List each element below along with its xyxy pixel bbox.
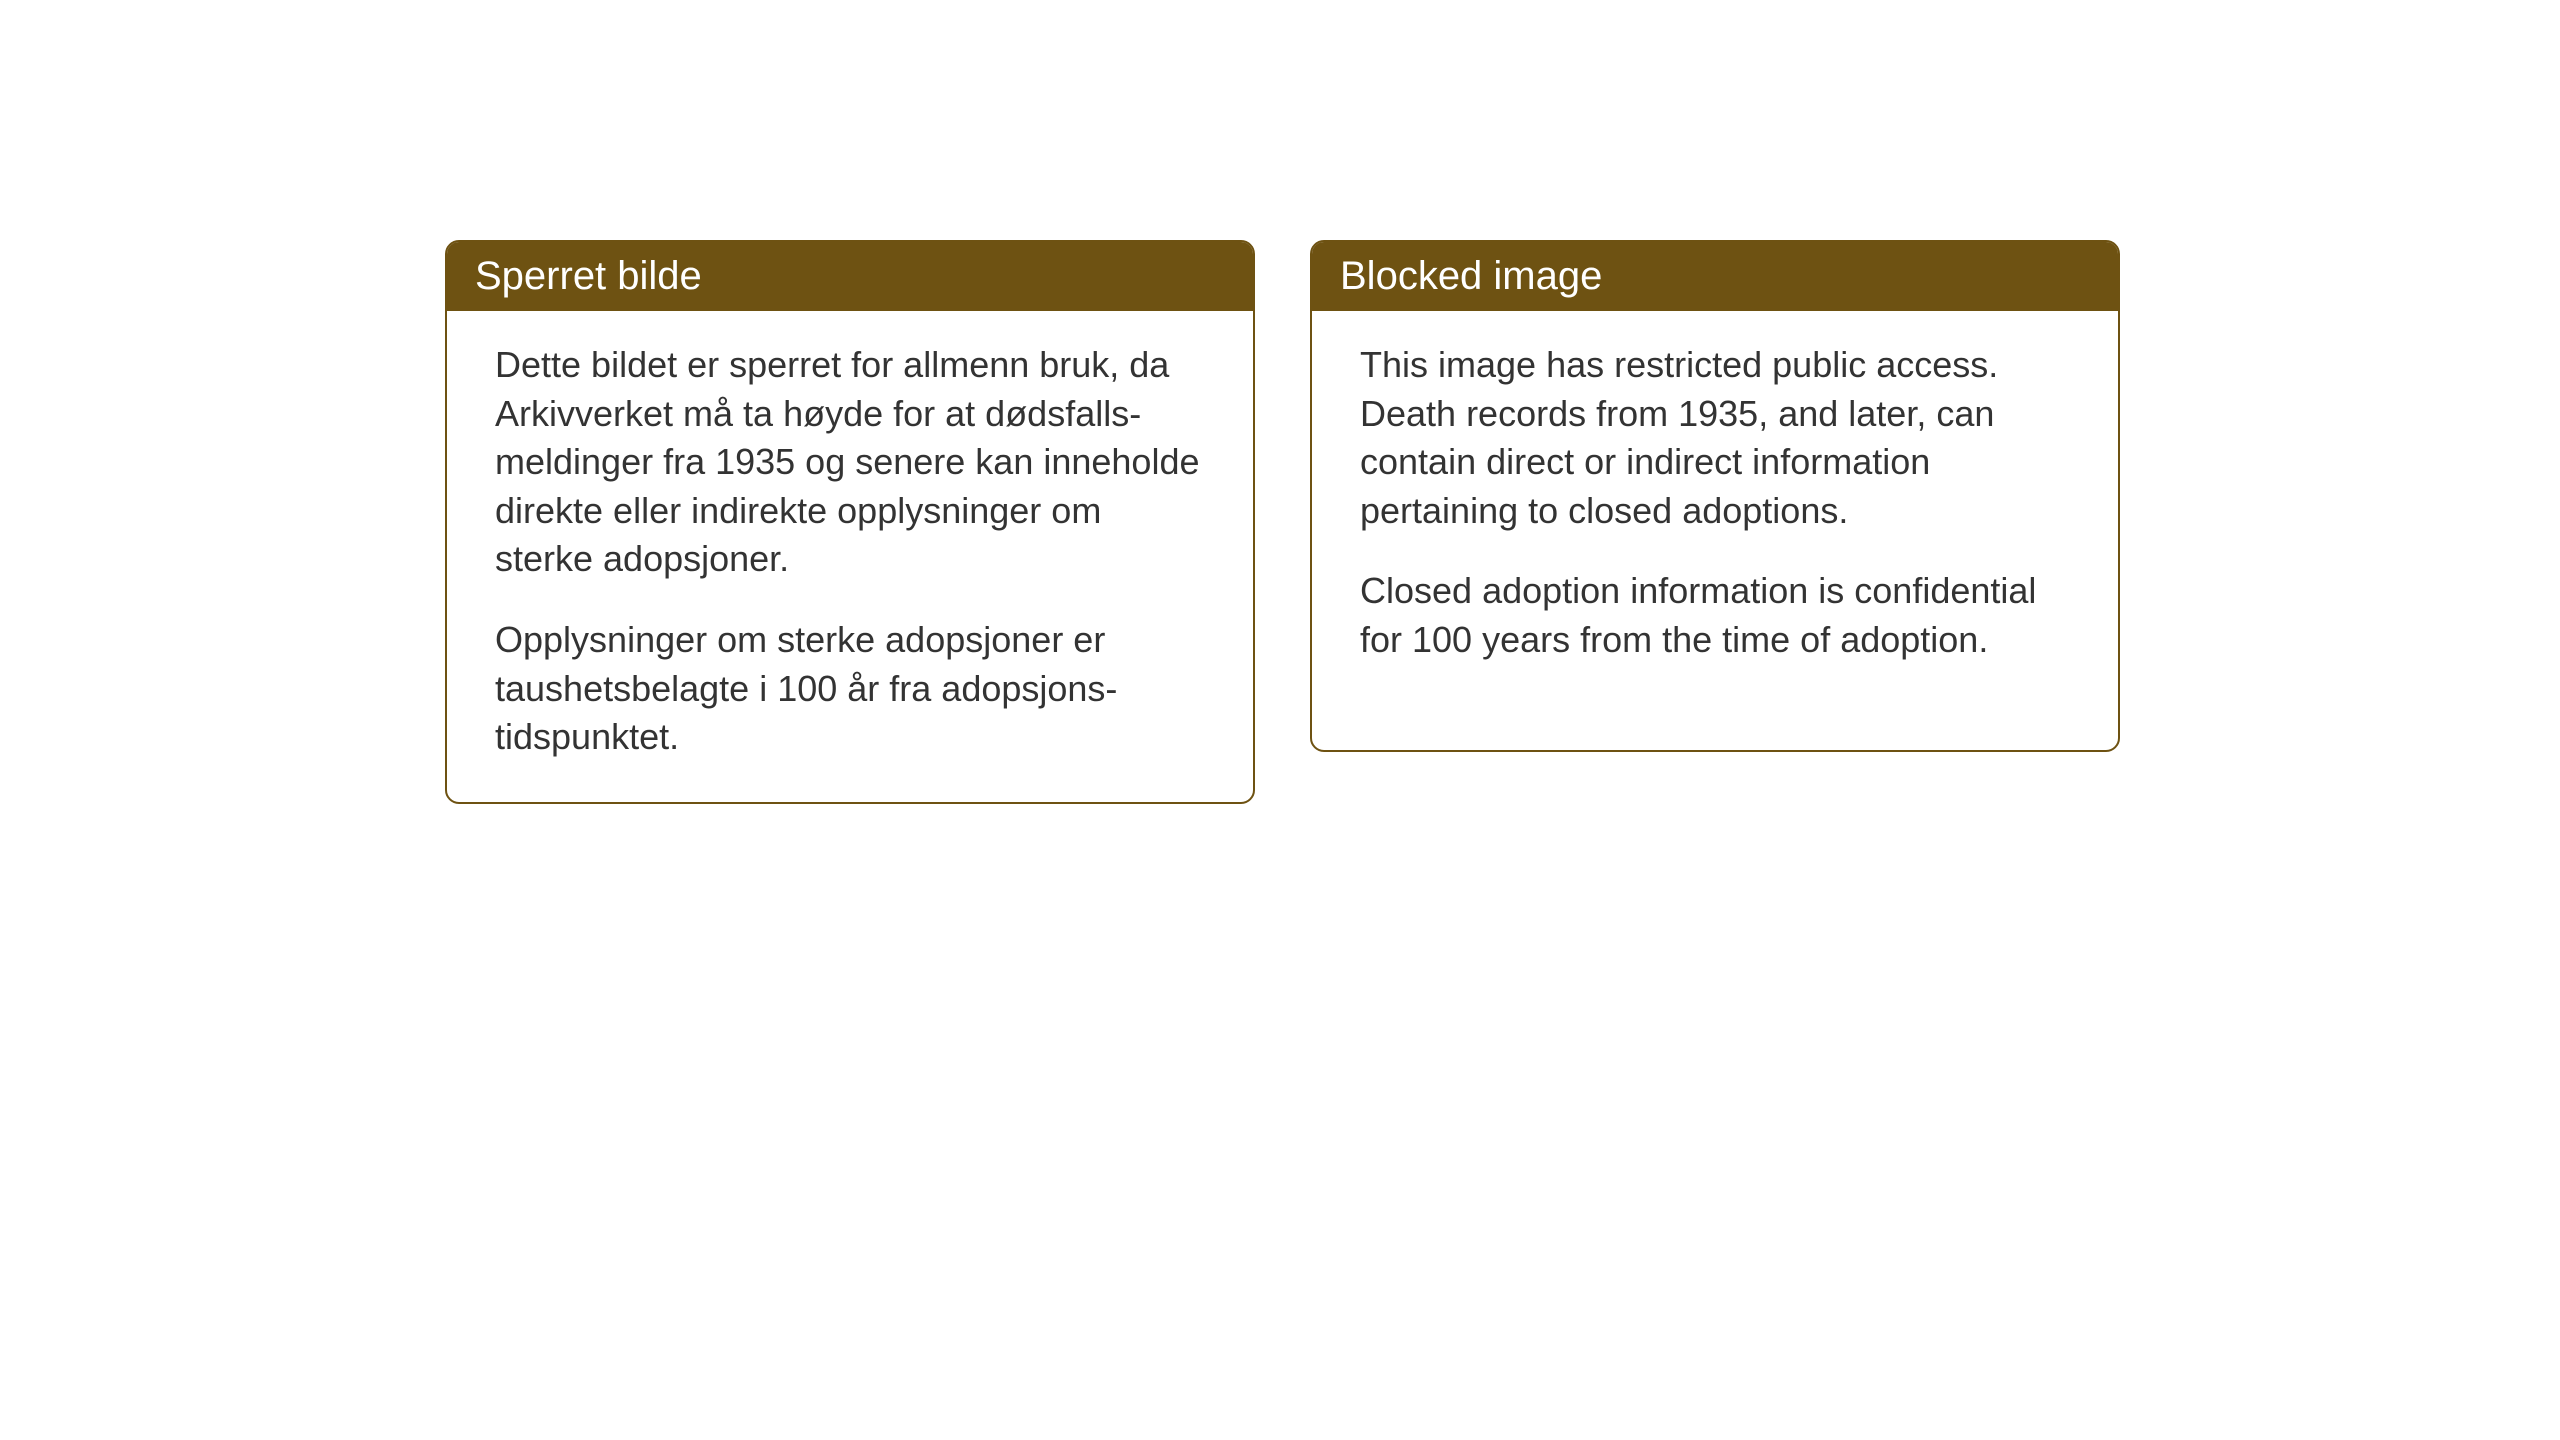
notice-container: Sperret bilde Dette bildet er sperret fo… (445, 240, 2120, 804)
card-body-norwegian: Dette bildet er sperret for allmenn bruk… (447, 311, 1253, 802)
card-paragraph-2-english: Closed adoption information is confident… (1360, 567, 2070, 664)
card-header-english: Blocked image (1312, 242, 2118, 311)
card-title-english: Blocked image (1340, 254, 1602, 298)
blocked-image-card-norwegian: Sperret bilde Dette bildet er sperret fo… (445, 240, 1255, 804)
card-paragraph-1-english: This image has restricted public access.… (1360, 341, 2070, 535)
card-paragraph-2-norwegian: Opplysninger om sterke adopsjoner er tau… (495, 616, 1205, 762)
card-header-norwegian: Sperret bilde (447, 242, 1253, 311)
card-body-english: This image has restricted public access.… (1312, 311, 2118, 705)
card-title-norwegian: Sperret bilde (475, 254, 702, 298)
blocked-image-card-english: Blocked image This image has restricted … (1310, 240, 2120, 752)
card-paragraph-1-norwegian: Dette bildet er sperret for allmenn bruk… (495, 341, 1205, 584)
